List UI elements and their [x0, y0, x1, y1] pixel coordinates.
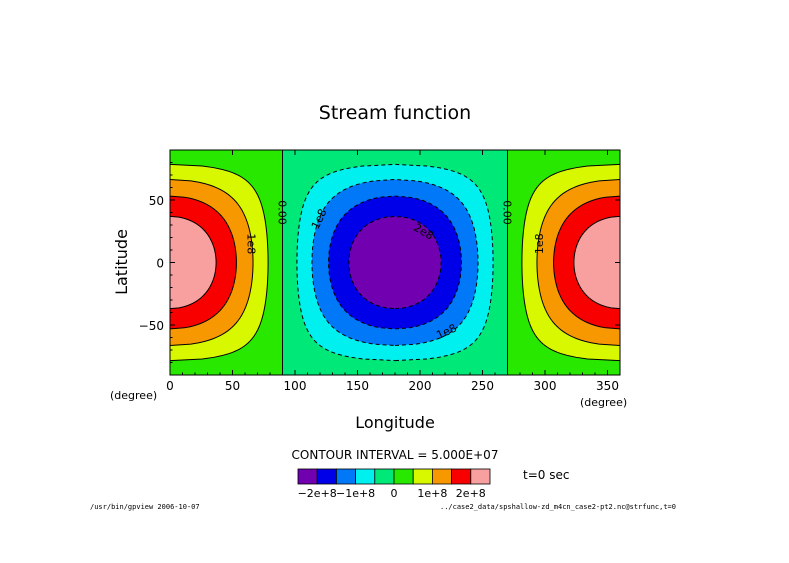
colorbar-tick-label-2: 0 — [391, 487, 398, 500]
colorbar-tick-label-3: 1e+8 — [417, 487, 447, 500]
contour-line-neg-3 — [296, 163, 494, 362]
contour-line-layer — [170, 150, 620, 375]
colorbar: −2e+8 −1e+8 0 1e+8 2e+8 — [297, 468, 491, 500]
contour-line-pos-7-lon0 — [170, 178, 254, 347]
positive-band-9-lon360 — [573, 216, 620, 309]
colorbar-swatch-5 — [393, 468, 414, 485]
contour-line-neg-1 — [328, 195, 462, 330]
y-unit-label: (degree) — [110, 389, 157, 402]
x-unit-label: (degree) — [580, 396, 627, 409]
x-tick-label-50: 50 — [225, 379, 240, 393]
contour-label-1: 0.00 — [501, 200, 514, 225]
x-tick-label-0: 0 — [166, 379, 174, 393]
colorbar-tick-label-1: −1e+8 — [336, 487, 375, 500]
footer-left: /usr/bin/gpview 2006-10-07 — [90, 503, 200, 511]
contour-interval-text: CONTOUR INTERVAL = 5.000E+07 — [292, 448, 499, 462]
negative-band-0 — [348, 216, 442, 309]
contour-line-pos-8-lon0 — [170, 195, 237, 330]
x-tick-label-350: 350 — [596, 379, 619, 393]
contour-label-2: 1e8 — [244, 233, 257, 254]
positive-band-9-lon0 — [170, 216, 217, 309]
axes: 0 50 100 150 200 250 300 350 −50 0 50 — [139, 150, 621, 393]
colorbar-swatch-9 — [470, 468, 491, 485]
colorbar-swatch-0 — [297, 468, 318, 485]
x-tick-label-250: 250 — [471, 379, 494, 393]
x-tick-label-150: 150 — [346, 379, 369, 393]
colorbar-swatch-1 — [316, 468, 337, 485]
contour-label-3: 1e8 — [533, 233, 546, 254]
contour-label-0: 0.00 — [276, 200, 289, 225]
y-tick-label--50: −50 — [139, 319, 164, 333]
contour-line-pos-9-lon0 — [170, 215, 217, 310]
y-tick-label-50: 50 — [149, 194, 164, 208]
contour-line-neg-2 — [311, 178, 479, 347]
contour-line-pos-9-lon360 — [573, 215, 620, 310]
colorbar-swatch-7 — [431, 468, 452, 485]
contour-line-pos-6-lon0 — [170, 163, 269, 362]
y-axis-label: Latitude — [112, 229, 131, 295]
colorbar-swatch-6 — [412, 468, 433, 485]
colorbar-tick-label-4: 2e+8 — [456, 487, 486, 500]
chart-title: Stream function — [319, 102, 471, 124]
footer-right: ../case2_data/spshallow-zd_m4cn_case2-pt… — [440, 503, 676, 511]
contour-fill-layer — [170, 150, 620, 375]
contour-line-neg-0 — [348, 215, 442, 310]
colorbar-swatch-4 — [374, 468, 395, 485]
contour-line-pos-8-lon360 — [553, 195, 620, 330]
contour-line-pos-6-lon360 — [521, 163, 620, 362]
x-axis-label: Longitude — [355, 413, 435, 432]
colorbar-swatch-3 — [355, 468, 376, 485]
y-tick-label-0: 0 — [156, 257, 164, 271]
x-tick-label-100: 100 — [284, 379, 307, 393]
colorbar-swatch-2 — [335, 468, 356, 485]
colorbar-tick-label-0: −2e+8 — [298, 487, 337, 500]
x-tick-label-200: 200 — [409, 379, 432, 393]
contour-line-pos-7-lon360 — [536, 178, 620, 347]
colorbar-swatch-8 — [451, 468, 472, 485]
x-tick-label-300: 300 — [534, 379, 557, 393]
time-label: t=0 sec — [523, 468, 569, 482]
